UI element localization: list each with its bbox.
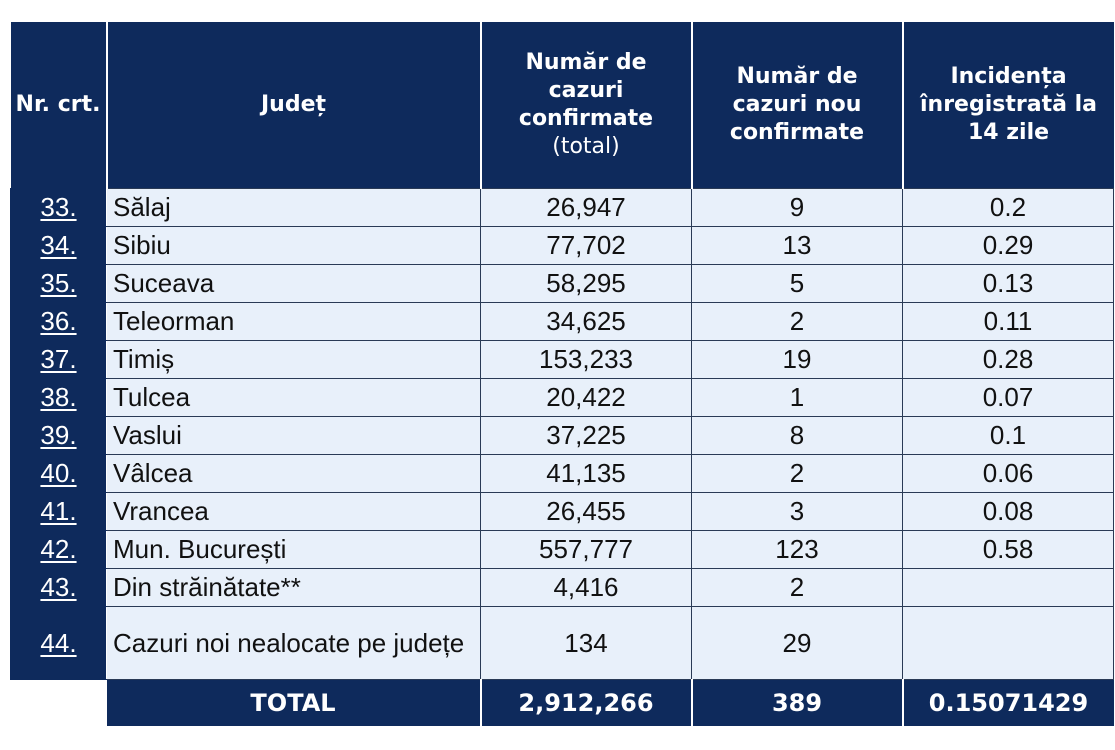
row-nr: 38. <box>10 378 107 417</box>
total-label: TOTAL <box>106 679 482 726</box>
row-nr: 43. <box>10 568 107 607</box>
row-judet: Din străinătate** <box>106 568 481 607</box>
row-incidence: 0.2 <box>902 188 1114 227</box>
row-new: 2 <box>691 454 903 493</box>
table-row: 36. Teleorman 34,625 2 0.11 <box>10 302 1114 341</box>
row-nr: 39. <box>10 416 107 455</box>
row-judet: Timiș <box>106 340 481 379</box>
total-new-cases: 389 <box>691 679 904 726</box>
table-row: 42. Mun. București 557,777 123 0.58 <box>10 530 1114 569</box>
row-judet: Mun. București <box>106 530 481 569</box>
row-judet: Vrancea <box>106 492 481 531</box>
row-total: 26,947 <box>480 188 692 227</box>
covid-county-table-frame: Nr. crt. Județ Număr de cazuri confirmat… <box>10 22 1114 740</box>
table-header: Nr. crt. Județ Număr de cazuri confirmat… <box>10 22 1114 189</box>
row-nr: 40. <box>10 454 107 493</box>
row-nr: 42. <box>10 530 107 569</box>
table-row: 43. Din străinătate** 4,416 2 <box>10 568 1114 607</box>
header-total-cases-label: Număr de cazuri confirmate <box>518 50 654 131</box>
row-judet: Teleorman <box>106 302 481 341</box>
table-row: 33. Sălaj 26,947 9 0.2 <box>10 188 1114 227</box>
table-row: 41. Vrancea 26,455 3 0.08 <box>10 492 1114 531</box>
table-row: 39. Vaslui 37,225 8 0.1 <box>10 416 1114 455</box>
row-judet: Vaslui <box>106 416 481 455</box>
header-judet: Județ <box>106 22 482 189</box>
row-incidence: 0.28 <box>902 340 1114 379</box>
header-new-cases: Număr de cazuri nou confirmate <box>691 22 904 189</box>
row-total: 37,225 <box>480 416 692 455</box>
row-judet: Cazuri noi nealocate pe județe <box>106 606 481 680</box>
row-incidence <box>902 606 1114 680</box>
table-body: 33. Sălaj 26,947 9 0.2 34. Sibiu 77,702 … <box>10 188 1114 726</box>
row-new: 3 <box>691 492 903 531</box>
row-incidence: 0.07 <box>902 378 1114 417</box>
row-nr: 35. <box>10 264 107 303</box>
row-incidence: 0.06 <box>902 454 1114 493</box>
row-nr: 41. <box>10 492 107 531</box>
row-judet: Sibiu <box>106 226 481 265</box>
row-nr: 44. <box>10 606 107 680</box>
row-total: 41,135 <box>480 454 692 493</box>
row-judet: Sălaj <box>106 188 481 227</box>
row-total: 34,625 <box>480 302 692 341</box>
header-total-cases: Număr de cazuri confirmate (total) <box>480 22 693 189</box>
row-new: 2 <box>691 568 903 607</box>
table-row: 44. Cazuri noi nealocate pe județe 134 2… <box>10 606 1114 680</box>
total-row: TOTAL 2,912,266 389 0.15071429 <box>10 679 1114 726</box>
row-nr: 33. <box>10 188 107 227</box>
row-new: 29 <box>691 606 903 680</box>
table-row: 37. Timiș 153,233 19 0.28 <box>10 340 1114 379</box>
row-new: 9 <box>691 188 903 227</box>
row-total: 4,416 <box>480 568 692 607</box>
row-nr: 34. <box>10 226 107 265</box>
row-incidence: 0.13 <box>902 264 1114 303</box>
row-incidence <box>902 568 1114 607</box>
row-new: 2 <box>691 302 903 341</box>
table-row: 38. Tulcea 20,422 1 0.07 <box>10 378 1114 417</box>
row-incidence: 0.58 <box>902 530 1114 569</box>
row-judet: Vâlcea <box>106 454 481 493</box>
row-new: 123 <box>691 530 903 569</box>
row-total: 557,777 <box>480 530 692 569</box>
row-total: 153,233 <box>480 340 692 379</box>
total-cases: 2,912,266 <box>480 679 693 726</box>
row-judet: Tulcea <box>106 378 481 417</box>
total-row-spacer <box>10 679 107 726</box>
row-new: 5 <box>691 264 903 303</box>
table-row: 34. Sibiu 77,702 13 0.29 <box>10 226 1114 265</box>
row-incidence: 0.08 <box>902 492 1114 531</box>
header-incidence: Incidența înregistrată la 14 zile <box>902 22 1114 189</box>
row-judet: Suceava <box>106 264 481 303</box>
row-new: 13 <box>691 226 903 265</box>
row-new: 1 <box>691 378 903 417</box>
table-row: 40. Vâlcea 41,135 2 0.06 <box>10 454 1114 493</box>
row-nr: 36. <box>10 302 107 341</box>
row-total: 20,422 <box>480 378 692 417</box>
row-incidence: 0.29 <box>902 226 1114 265</box>
row-incidence: 0.1 <box>902 416 1114 455</box>
row-total: 26,455 <box>480 492 692 531</box>
row-new: 19 <box>691 340 903 379</box>
row-total: 77,702 <box>480 226 692 265</box>
county-cases-table: Nr. crt. Județ Număr de cazuri confirmat… <box>10 22 1114 726</box>
table-row: 35. Suceava 58,295 5 0.13 <box>10 264 1114 303</box>
row-nr: 37. <box>10 340 107 379</box>
row-total: 58,295 <box>480 264 692 303</box>
row-total: 134 <box>480 606 692 680</box>
header-nr: Nr. crt. <box>10 22 108 189</box>
row-incidence: 0.11 <box>902 302 1114 341</box>
row-new: 8 <box>691 416 903 455</box>
total-incidence: 0.15071429 <box>902 679 1114 726</box>
header-total-cases-sub: (total) <box>552 134 620 159</box>
